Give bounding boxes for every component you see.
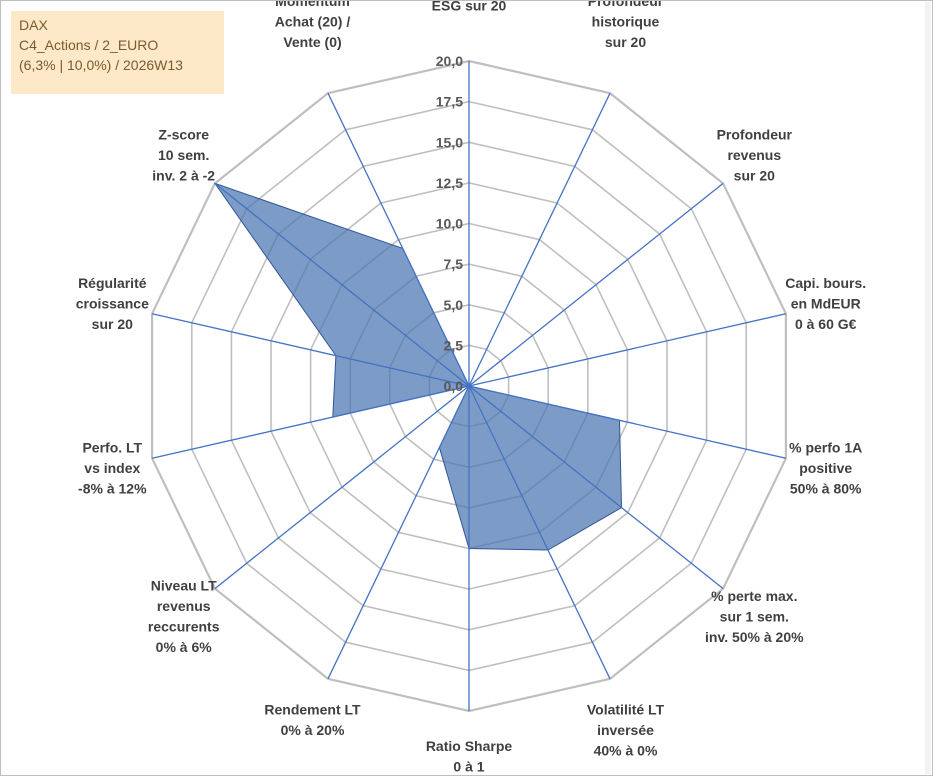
axis-label-2: Profondeur revenus sur 20 [717, 127, 793, 184]
axis-label-3: Capi. bours. en MdEUR 0 à 60 G€ [785, 275, 866, 332]
axis-label-1: Profondeur historique sur 20 [588, 1, 664, 50]
axis-label-line: -8% à 12% [78, 481, 147, 497]
axis-label-line: en MdEUR [791, 295, 861, 311]
axis-label-line: 0% à 20% [281, 722, 345, 738]
index-name: DAX [19, 15, 216, 35]
axis-label-line: inv. 50% à 20% [705, 629, 804, 645]
axis-label-line: reccurents [148, 619, 220, 635]
axis-label-line: sur 1 sem. [720, 608, 789, 624]
axis-label-7: Ratio Sharpe 0 à 1 [426, 738, 513, 775]
axis-label-line: Z-score [158, 127, 209, 143]
axis-label-line: 10 sem. [158, 147, 209, 163]
category-label: C4_Actions / 2_EURO [19, 35, 216, 55]
axis-label-line: revenus [727, 147, 781, 163]
axis-label-10: Perfo. LT vs index -8% à 12% [78, 440, 147, 497]
tick-label: 10,0 [436, 216, 463, 232]
axis-label-line: Ratio Sharpe [426, 738, 513, 754]
axis-label-line: inversée [597, 722, 654, 738]
axis-label-line: vs index [84, 460, 140, 476]
axis-label-line: positive [799, 460, 852, 476]
axis-spoke [469, 93, 610, 386]
axis-label-12: Z-score 10 sem. inv. 2 à -2 [152, 127, 215, 184]
axis-label-line: % perte max. [711, 588, 797, 604]
axis-spoke [469, 183, 723, 386]
axis-label-line: 0% à 6% [156, 639, 213, 655]
axis-label-line: Perfo. LT [82, 440, 142, 456]
tick-label: 15,0 [436, 134, 463, 150]
tick-label: 20,0 [436, 53, 463, 69]
axis-label-13: Momentum Achat (20) / Vente (0) [275, 1, 351, 50]
axis-label-line: 0 à 1 [453, 759, 484, 775]
axis-label-4: % perfo 1A positive 50% à 80% [789, 440, 862, 497]
axis-label-8: Rendement LT 0% à 20% [264, 701, 361, 738]
axis-label-line: historique [592, 14, 660, 30]
period-label: (6,3% | 10,0%) / 2026W13 [19, 55, 216, 75]
axis-label-11: Régularité croissance sur 20 [76, 275, 149, 332]
axis-label-line: revenus [157, 598, 211, 614]
tick-label: 7,5 [444, 256, 464, 272]
tick-label: 2,5 [444, 337, 464, 353]
axis-label-line: Régularité [78, 275, 147, 291]
series-area-0 [215, 183, 622, 550]
axis-label-9: Niveau LT revenus reccurents 0% à 6% [148, 578, 220, 656]
axis-label-line: inv. 2 à -2 [152, 168, 215, 184]
axis-label-line: 50% à 80% [790, 481, 862, 497]
axis-label-6: Volatilité LT inversée 40% à 0% [587, 701, 665, 758]
axis-label-line: Achat (20) / [275, 14, 351, 30]
axis-spoke [215, 386, 469, 589]
scrollbar[interactable] [925, 2, 931, 774]
axis-label-line: sur 20 [92, 316, 133, 332]
axis-label-5: % perte max. sur 1 sem. inv. 50% à 20% [705, 588, 804, 645]
axis-label-line: 40% à 0% [594, 742, 658, 758]
axis-label-line: croissance [76, 295, 149, 311]
axis-label-line: Rendement LT [264, 701, 361, 717]
axis-label-line: % perfo 1A [789, 440, 862, 456]
axis-label-line: sur 20 [605, 34, 646, 50]
tick-label: 0,0 [444, 378, 464, 394]
axis-label-line: Momentum [275, 1, 350, 9]
tick-label: 17,5 [436, 94, 463, 110]
axis-label-line: 0 à 60 G€ [795, 316, 857, 332]
axis-label-line: Profondeur [588, 1, 664, 9]
axis-label-line: ESG sur 20 [432, 1, 507, 14]
axis-label-line: sur 20 [734, 168, 775, 184]
radar-series [215, 183, 622, 550]
axis-spoke [328, 386, 469, 679]
axis-label-line: Capi. bours. [785, 275, 866, 291]
tick-label: 5,0 [444, 297, 464, 313]
axis-label-line: Niveau LT [151, 578, 217, 594]
axis-label-line: Vente (0) [283, 34, 341, 50]
axis-label-line: Volatilité LT [587, 701, 665, 717]
series-info-box: DAX C4_Actions / 2_EURO (6,3% | 10,0%) /… [11, 11, 224, 94]
axis-label-0: NoteESG sur 20 [432, 1, 507, 14]
axis-label-line: Profondeur [717, 127, 793, 143]
tick-label: 12,5 [436, 175, 463, 191]
